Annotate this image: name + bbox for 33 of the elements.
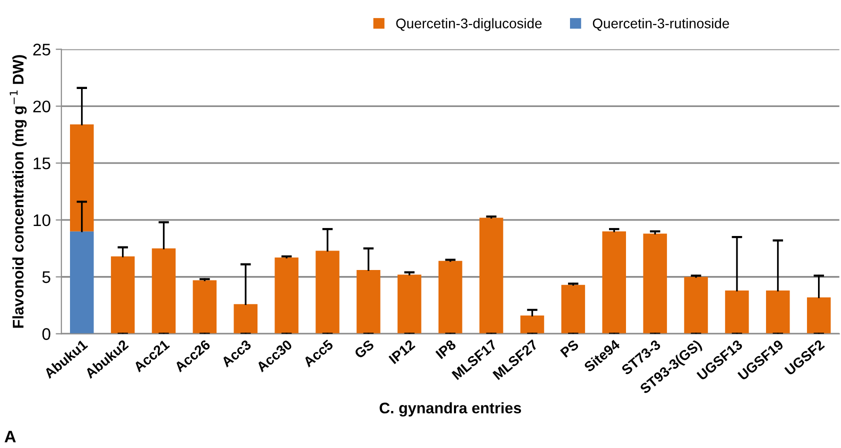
bar [398,274,422,334]
y-tick-label: 20 [33,100,50,112]
bar [684,276,708,334]
y-tick-label: 15 [34,158,50,170]
bar [561,284,586,334]
bar [152,248,176,334]
bar [520,316,544,334]
y-tick-label: 25 [33,44,50,56]
bar [766,290,790,334]
bar [110,256,135,334]
bar [643,234,667,334]
bar [479,218,504,334]
x-tick-label: GS [354,339,375,359]
y-tick-label: 10 [34,214,50,226]
bar [70,124,94,232]
bar [356,270,380,334]
legend-label: Quercetin-3-rutinoside [592,18,730,31]
text: A [4,430,16,442]
bar [234,304,258,334]
bar [70,231,94,334]
bar [438,260,462,334]
bar [274,258,298,334]
bar [316,250,340,334]
x-axis-title: C. gynandra entries [380,402,522,417]
x-tick-label: PS [560,339,580,358]
bar [806,297,831,334]
bar [725,290,749,334]
y-tick-label: 0 [42,328,50,340]
bar [192,280,217,334]
bar [602,231,626,334]
y-tick-label: 5 [42,271,50,284]
y-axis-title: Flavonoid concentration (mg g$^{−1}$ DW) [10,55,27,328]
legend-label: Quercetin-3-diglucoside [396,18,542,32]
